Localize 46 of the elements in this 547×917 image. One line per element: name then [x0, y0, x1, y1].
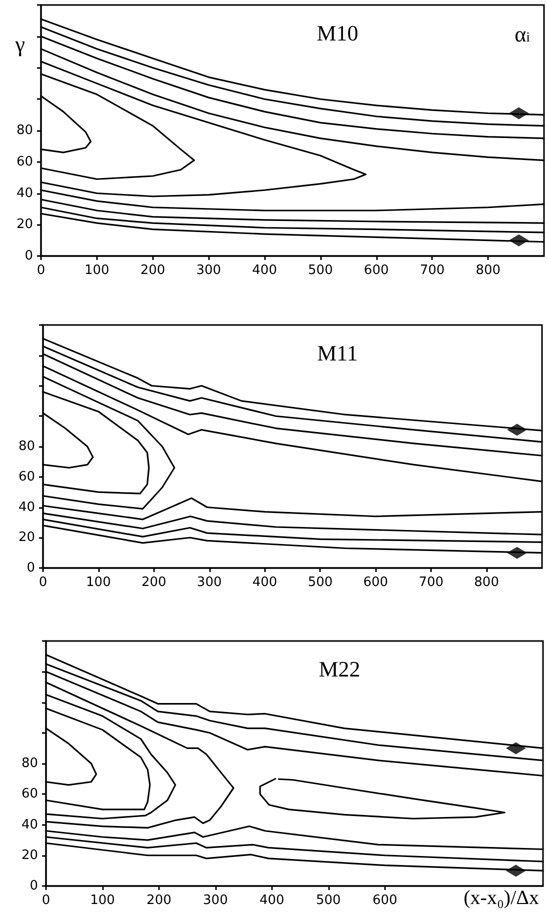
x-tick-label: 600 [364, 263, 389, 278]
x-tick-label: 100 [84, 263, 110, 278]
x-tick-label: 0 [38, 575, 48, 590]
x-tick-label: 800 [476, 263, 501, 278]
y-tick-label: 0 [24, 248, 33, 264]
text: M11 [317, 340, 358, 366]
y-tick-label: 20 [18, 530, 35, 546]
x-tick-label: 500 [316, 893, 341, 908]
y-tick-label: 80 [16, 123, 33, 138]
x-tick-label: 600 [363, 575, 388, 590]
y-tick-label: 40 [18, 500, 35, 515]
y-tick-label: 60 [18, 469, 35, 484]
x-tick-label: 400 [259, 893, 284, 908]
text: M22 [318, 656, 360, 682]
x-tick-label: 700 [418, 575, 444, 590]
y-tick-label: 80 [18, 439, 35, 454]
x-axis-title: (x-x₀)/Δx [464, 887, 539, 909]
x-tick-label: 400 [252, 575, 278, 590]
x-tick-label: 800 [474, 575, 499, 590]
x-tick-label: 500 [308, 575, 333, 590]
x-tick-label: 700 [420, 263, 445, 278]
x-tick-label: 300 [196, 575, 222, 590]
text: M10 [316, 20, 358, 46]
x-tick-label: 300 [203, 893, 228, 908]
y-tick-label: 60 [21, 786, 38, 802]
x-tick-label: 600 [372, 893, 398, 908]
x-tick-label: 500 [308, 263, 333, 278]
y-tick-label: 40 [21, 817, 38, 832]
annotation: αi [514, 22, 530, 46]
x-tick-label: 400 [252, 263, 277, 278]
x-tick-label: 0 [42, 893, 50, 908]
x-tick-label: 200 [140, 263, 166, 278]
y-tick-label: 0 [30, 878, 38, 894]
x-tick-label: 300 [196, 263, 222, 278]
y-tick-label: 20 [21, 848, 38, 863]
y-tick-label: 80 [21, 756, 38, 771]
x-tick-label: 100 [86, 575, 111, 590]
y-axis-title: γ [14, 32, 26, 56]
line-series [259, 778, 506, 820]
y-tick-label: 40 [16, 186, 33, 201]
x-tick-label: 100 [90, 893, 115, 908]
y-tick-label: 0 [26, 560, 35, 576]
x-tick-label: 200 [141, 575, 166, 590]
y-tick-label: 20 [16, 217, 33, 232]
y-tick-label: 60 [16, 154, 33, 170]
x-tick-label: 200 [146, 893, 172, 908]
